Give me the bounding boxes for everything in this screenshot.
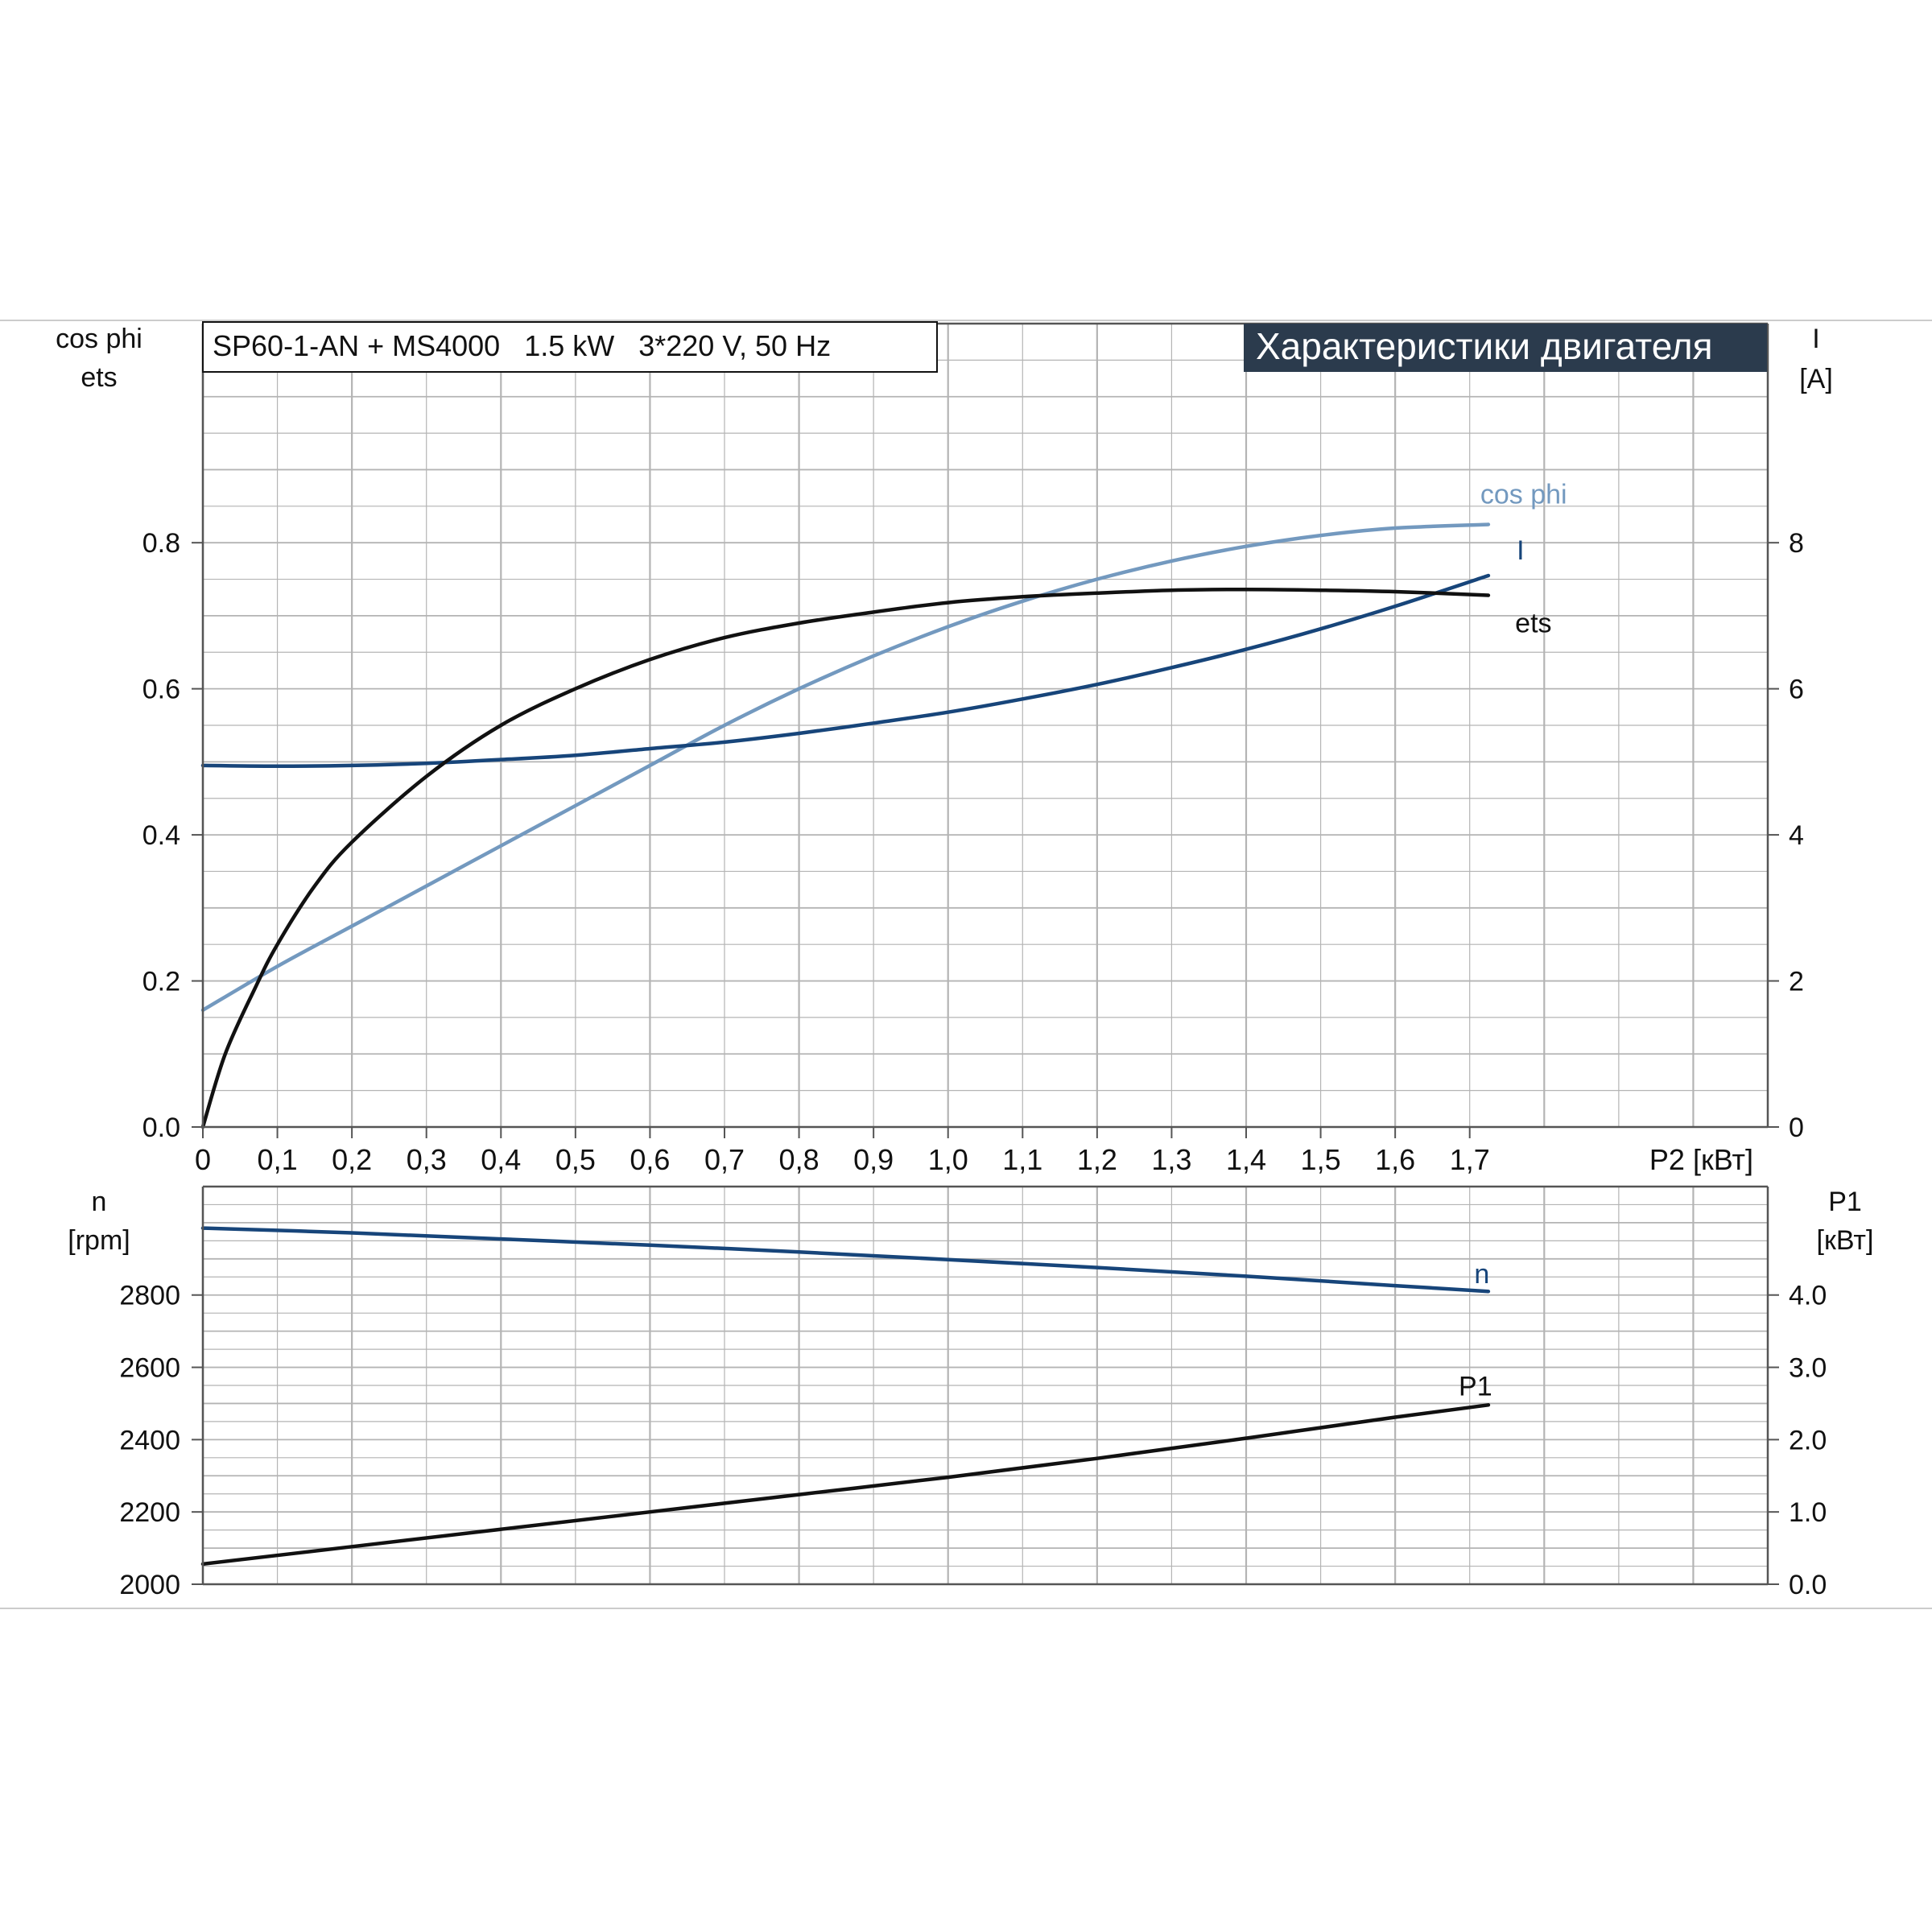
series-line-i <box>200 573 1491 769</box>
x-tick-label: 0,1 <box>258 1143 298 1176</box>
x-tick-label: 0,8 <box>779 1143 819 1176</box>
upper-right-axis-title-line1: I <box>1812 324 1819 354</box>
right-tick-label: 0.0 <box>1789 1570 1827 1600</box>
x-tick-label: 1,0 <box>928 1143 968 1176</box>
x-tick-label: 0,4 <box>481 1143 521 1176</box>
right-tick-label: 4 <box>1789 820 1804 851</box>
series-line-ets <box>200 587 1491 1129</box>
series-label-i: I <box>1517 535 1524 566</box>
x-tick-label: 0,7 <box>704 1143 745 1176</box>
right-tick-label: 1.0 <box>1789 1497 1827 1528</box>
left-tick-label: 2200 <box>119 1497 180 1528</box>
right-tick-label: 8 <box>1789 528 1804 559</box>
series-line-p1 <box>200 1403 1491 1567</box>
upper-grid <box>201 323 1769 1128</box>
x-tick-label: 1,3 <box>1151 1143 1191 1176</box>
upper-left-axis-title-line2: ets <box>80 362 117 393</box>
left-tick-label: 0.0 <box>142 1113 180 1143</box>
lower-left-axis-title-line1: n <box>92 1187 107 1217</box>
right-tick-label: 0 <box>1789 1113 1804 1143</box>
left-tick-label: 0.4 <box>142 820 180 851</box>
x-tick-label: 1,6 <box>1375 1143 1415 1176</box>
right-tick-label: 4.0 <box>1789 1281 1827 1311</box>
right-tick-label: 2.0 <box>1789 1425 1827 1455</box>
left-tick-label: 2800 <box>119 1281 180 1311</box>
upper-right-axis-title-line2: [A] <box>1799 364 1833 394</box>
model-label: SP60-1-AN + MS4000 1.5 kW 3*220 V, 50 Hz <box>213 329 831 362</box>
x-tick-label: 1,7 <box>1450 1143 1490 1176</box>
series-label-p1: P1 <box>1459 1371 1492 1402</box>
x-tick-label: 1,5 <box>1301 1143 1341 1176</box>
lower-tick-labels: 2000 2200 2400 2600 2800 0.0 1.0 2.0 3.0 4.0 <box>119 1281 1827 1600</box>
lower-series-labels: n P1 <box>1459 1259 1492 1402</box>
banner-title: Характеристики двигателя <box>1256 325 1713 367</box>
upper-left-axis-title-line1: cos phi <box>56 324 142 354</box>
lower-left-axis-title-line2: [rpm] <box>68 1225 130 1256</box>
left-tick-label: 2400 <box>119 1425 180 1455</box>
model-box <box>202 321 938 373</box>
right-tick-label: 2 <box>1789 967 1804 997</box>
x-axis-title: P2 [кВт] <box>1649 1143 1753 1176</box>
upper-axes <box>192 322 1779 1138</box>
series-label-cos-phi: cos phi <box>1480 480 1567 510</box>
right-tick-label: 6 <box>1789 675 1804 705</box>
upper-plot: 0.0 0.2 0.4 0.6 0.8 0 2 4 6 8 0 0,1 0,2 0,3 0,4 0,5 0,6 0… <box>142 322 1804 1176</box>
lower-right-axis-title-line2: [кВт] <box>1817 1225 1874 1256</box>
series-label-n: n <box>1474 1259 1489 1290</box>
lower-grid <box>201 1186 1769 1585</box>
banner-box <box>1244 324 1767 372</box>
series-line-n <box>200 1226 1491 1294</box>
x-tick-label: 0,9 <box>853 1143 894 1176</box>
left-tick-label: 0.8 <box>142 528 180 559</box>
lower-plot: 2000 2200 2400 2600 2800 0.0 1.0 2.0 3.0 4.0 n P1 <box>119 1185 1827 1600</box>
series-label-ets: ets <box>1515 609 1551 639</box>
x-tick-label: 0 <box>195 1143 211 1176</box>
left-tick-label: 2600 <box>119 1353 180 1384</box>
x-tick-label: 1,2 <box>1077 1143 1117 1176</box>
left-tick-label: 2000 <box>119 1570 180 1600</box>
series-line-cos-phi <box>200 522 1491 1013</box>
left-tick-label: 0.2 <box>142 967 180 997</box>
lower-axes <box>192 1185 1779 1586</box>
upper-tick-labels: 0.0 0.2 0.4 0.6 0.8 0 2 4 6 8 0 0,1 0,2 0,3 0,4 0,5 0,6 0… <box>142 528 1804 1176</box>
lower-series <box>200 1226 1491 1567</box>
right-tick-label: 3.0 <box>1789 1353 1827 1384</box>
left-tick-label: 0.6 <box>142 675 180 705</box>
lower-right-axis-title-line1: P1 <box>1828 1187 1862 1217</box>
x-tick-label: 0,3 <box>407 1143 447 1176</box>
upper-series <box>200 522 1491 1129</box>
x-tick-label: 1,4 <box>1226 1143 1266 1176</box>
x-tick-label: 1,1 <box>1002 1143 1042 1176</box>
x-tick-label: 0,2 <box>332 1143 372 1176</box>
x-tick-label: 0,5 <box>555 1143 596 1176</box>
x-tick-label: 0,6 <box>630 1143 670 1176</box>
